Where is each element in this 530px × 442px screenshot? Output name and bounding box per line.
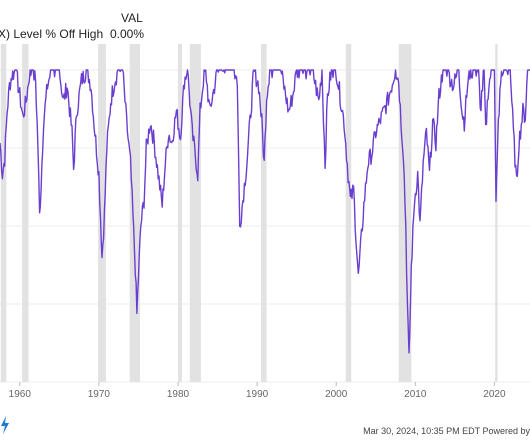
x-tick-label-2020: 2020 (483, 389, 506, 400)
series-line-0 (0, 69, 530, 354)
recession-bands (0, 44, 498, 382)
recession-band-1 (22, 44, 29, 382)
footer-text: Mar 30, 2024, 10:35 PM EDT Powered by (363, 426, 530, 436)
x-tick-label-2010: 2010 (404, 389, 427, 400)
legend-series-label: X) Level % Off High (0, 27, 104, 41)
series-line-group (0, 69, 530, 354)
legend-series-value: 0.00% (110, 27, 145, 41)
recession-band-4 (177, 44, 182, 382)
x-tick-label-1960: 1960 (9, 389, 32, 400)
recession-band-6 (261, 44, 267, 382)
recession-band-0 (0, 44, 7, 382)
x-tick-label-1980: 1980 (167, 389, 190, 400)
recession-band-9 (495, 44, 498, 382)
x-tick-label-1970: 1970 (88, 389, 111, 400)
recession-band-7 (345, 44, 352, 382)
legend-header: VAL X) Level % Off High 0.00% (0, 10, 200, 44)
legend-column-header: VAL (121, 11, 143, 25)
lightning-icon (1, 416, 9, 434)
x-axis-ticks: 1960 1970 1980 1990 2000 2010 2020 (9, 382, 506, 400)
x-tick-label-2000: 2000 (325, 389, 348, 400)
recession-band-3 (129, 44, 141, 382)
recession-band-5 (189, 44, 201, 382)
recession-band-2 (98, 44, 106, 382)
x-tick-label-1990: 1990 (246, 389, 269, 400)
